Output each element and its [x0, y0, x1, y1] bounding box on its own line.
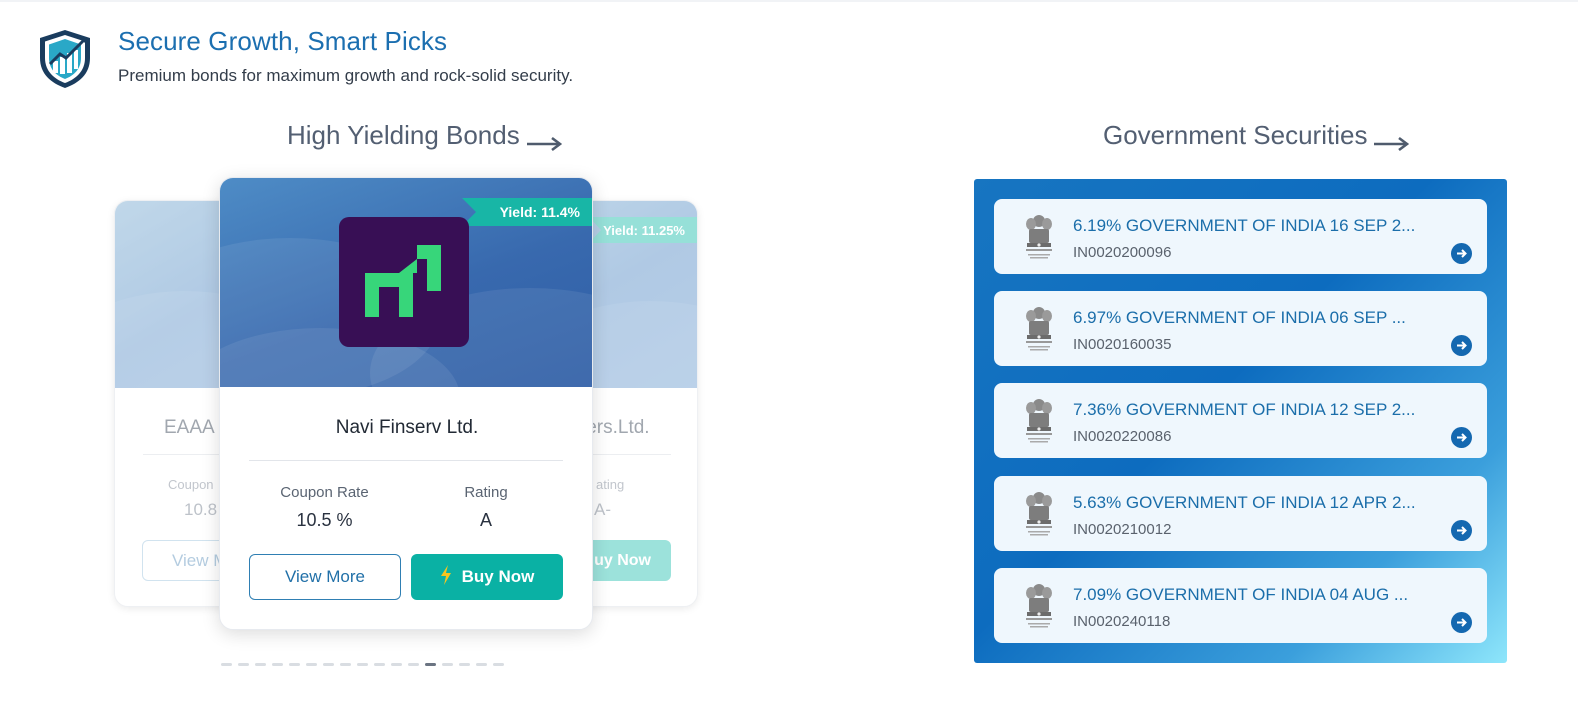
issuer-name: iers.Ltd.: [582, 417, 650, 438]
card-divider: [249, 460, 563, 461]
gsec-isin: IN0020210012: [1073, 520, 1172, 538]
pagination-dot[interactable]: [272, 663, 283, 666]
gsec-name: 7.36% GOVERNMENT OF INDIA 12 SEP 2...: [1073, 400, 1416, 420]
pagination-dot[interactable]: [459, 663, 470, 666]
buy-now-button[interactable]: Buy Now: [411, 554, 563, 600]
gsec-item[interactable]: 6.97% GOVERNMENT OF INDIA 06 SEP ... IN00…: [994, 291, 1487, 367]
rating-value: A-: [594, 500, 611, 519]
gsec-name: 6.19% GOVERNMENT OF INDIA 16 SEP 2...: [1073, 216, 1416, 235]
pagination-dot[interactable]: [357, 663, 368, 666]
rating-value: A: [479, 510, 492, 530]
navi-logo: [339, 217, 469, 347]
pagination-dot[interactable]: [255, 663, 266, 666]
arrow-right-icon: [526, 128, 562, 151]
carousel-pagination: [221, 663, 504, 666]
coupon-value: 10.8: [184, 500, 218, 519]
gsec-panel: 6.19% GOVERNMENT OF INDIA 16 SEP 2... IN0…: [974, 179, 1507, 663]
ashoka-emblem-icon: [1020, 396, 1058, 446]
gsec-title-link[interactable]: Government Securities: [1103, 120, 1410, 151]
rating-label: Rating: [464, 484, 508, 501]
pagination-dot[interactable]: [374, 663, 385, 666]
gsec-item[interactable]: 5.63% GOVERNMENT OF INDIA 12 APR 2... IN0…: [994, 475, 1487, 551]
gsec-item[interactable]: 7.36% GOVERNMENT OF INDIA 12 SEP 2... IN0…: [994, 383, 1487, 459]
ashoka-emblem-icon: [1020, 304, 1058, 354]
gsec-name: 5.63% GOVERNMENT OF INDIA 12 APR 2...: [1073, 492, 1416, 512]
pagination-dot[interactable]: [408, 663, 419, 666]
gsec-isin: IN0020240118: [1073, 612, 1171, 630]
yield-badge: Yield: 11.4%: [462, 198, 592, 226]
bond-card-main[interactable]: Yield: 11.4% Navi Finserv Ltd. Coupon Ra…: [219, 177, 593, 630]
ashoka-emblem-icon: [1020, 581, 1058, 631]
gsec-isin: IN0020220086: [1073, 428, 1172, 446]
page-subtitle: Premium bonds for maximum growth and roc…: [118, 66, 574, 85]
gsec-name: 6.97% GOVERNMENT OF INDIA 06 SEP ...: [1073, 308, 1406, 328]
pagination-dot[interactable]: [323, 663, 334, 666]
ashoka-emblem-icon: [1020, 212, 1058, 262]
issuer-name: Navi Finserv Ltd.: [335, 417, 479, 438]
shield-growth-icon: [36, 28, 94, 90]
arrow-right-icon: [1373, 128, 1410, 151]
pagination-dot[interactable]: [391, 663, 402, 666]
pagination-dot[interactable]: [238, 663, 249, 666]
gsec-item[interactable]: 6.19% GOVERNMENT OF INDIA 16 SEP 2... IN0…: [994, 199, 1487, 274]
ashoka-emblem-icon: [1020, 489, 1058, 539]
buy-now-label: Buy Now: [461, 567, 535, 586]
arrow-circle-right-icon[interactable]: [1451, 427, 1472, 449]
top-divider: [0, 0, 1578, 2]
gsec-title: Government Securities: [1103, 120, 1368, 150]
pagination-dot[interactable]: [476, 663, 487, 666]
gsec-isin: IN0020160035: [1073, 336, 1172, 354]
pagination-dot[interactable]: [493, 663, 504, 666]
high-yield-title-link[interactable]: High Yielding Bonds: [287, 120, 562, 151]
arrow-circle-right-icon[interactable]: [1451, 243, 1472, 264]
pagination-dot[interactable]: [289, 663, 300, 666]
arrow-circle-right-icon[interactable]: [1451, 611, 1472, 633]
gsec-name: 7.09% GOVERNMENT OF INDIA 04 AUG ...: [1073, 584, 1409, 604]
pagination-dot[interactable]: [306, 663, 317, 666]
gsec-item[interactable]: 7.09% GOVERNMENT OF INDIA 04 AUG ... IN00…: [994, 567, 1487, 643]
pagination-dot[interactable]: [340, 663, 351, 666]
pagination-dot[interactable]: [442, 663, 453, 666]
gsec-isin: IN0020200096: [1073, 244, 1172, 261]
lightning-icon: [440, 564, 452, 590]
arrow-circle-right-icon[interactable]: [1451, 519, 1472, 541]
coupon-value: 10.5 %: [296, 510, 353, 530]
yield-badge: Yield: 11.25%: [589, 217, 697, 243]
coupon-label: Coupon Rate: [280, 484, 369, 501]
pagination-dot[interactable]: [425, 663, 436, 666]
page-title: Secure Growth, Smart Picks: [118, 26, 448, 56]
issuer-name: EAAA I: [164, 417, 225, 438]
view-more-button[interactable]: View More: [249, 554, 401, 600]
arrow-circle-right-icon[interactable]: [1451, 335, 1472, 357]
pagination-dot[interactable]: [221, 663, 232, 666]
coupon-label: Coupon: [168, 477, 214, 492]
rating-label: ating: [596, 477, 625, 492]
high-yield-title: High Yielding Bonds: [287, 120, 520, 150]
